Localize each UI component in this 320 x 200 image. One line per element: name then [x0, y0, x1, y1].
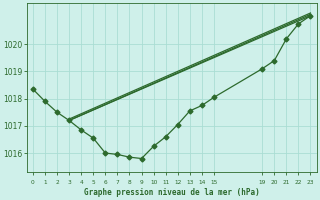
- X-axis label: Graphe pression niveau de la mer (hPa): Graphe pression niveau de la mer (hPa): [84, 188, 260, 197]
